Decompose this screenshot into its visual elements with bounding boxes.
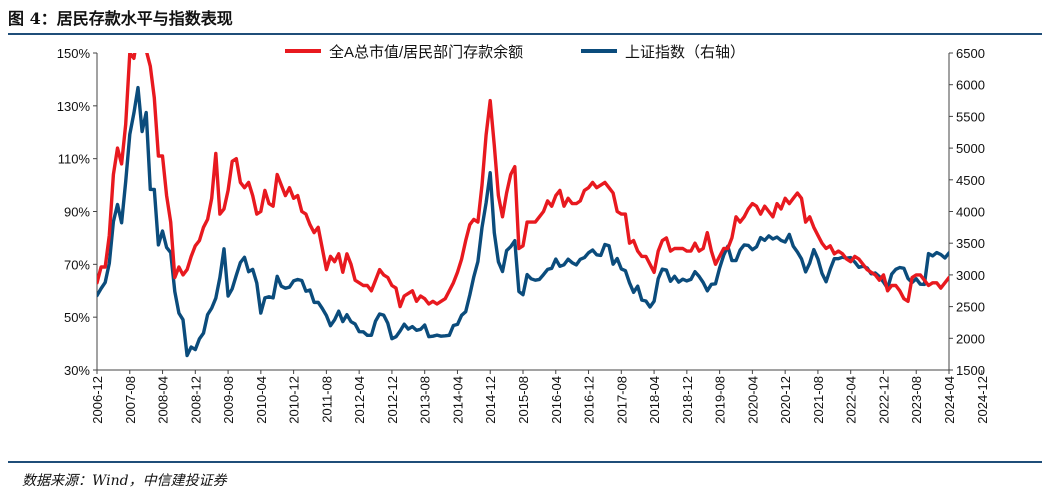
series-layer <box>97 53 949 358</box>
x-tick-label: 2008-12 <box>188 376 203 424</box>
right-tick-label: 1500 <box>956 363 985 378</box>
x-tick-label: 2019-08 <box>713 376 728 424</box>
chart-axes: 30% 50% 70% 90% 110% 130% 150% 1500 2000 2500 3000… <box>57 46 990 424</box>
top-rule <box>8 33 1042 35</box>
chart-legend: 全A总市值/居民部门存款余额 上证指数（右轴） <box>285 43 745 61</box>
x-tick-label: 2020-04 <box>745 376 760 424</box>
right-tick-label: 6000 <box>956 78 985 93</box>
right-tick-label: 3000 <box>956 268 985 283</box>
x-tick-label: 2020-12 <box>778 376 793 424</box>
x-tick-label: 2024-12 <box>975 376 990 424</box>
x-tick-label: 2015-08 <box>516 376 531 424</box>
x-tick-label: 2012-12 <box>385 376 400 424</box>
left-tick-label: 50% <box>64 310 90 325</box>
series-line-index <box>97 85 949 358</box>
left-tick-label: 90% <box>64 205 90 220</box>
x-tick-label: 2022-12 <box>876 376 891 424</box>
x-tick-label: 2014-12 <box>483 376 498 424</box>
right-tick-label: 4500 <box>956 173 985 188</box>
x-tick-label: 2018-04 <box>647 376 662 424</box>
x-tick-label: 2021-08 <box>811 376 826 424</box>
left-tick-label: 70% <box>64 257 90 272</box>
x-tick-label: 2011-08 <box>319 376 334 423</box>
right-tick-label: 3500 <box>956 236 985 251</box>
left-tick-label: 110% <box>58 152 91 167</box>
x-tick-label: 2010-12 <box>287 376 302 424</box>
right-tick-label: 4000 <box>956 205 985 220</box>
x-tick-label: 2013-08 <box>418 376 433 424</box>
right-tick-label: 5500 <box>956 109 985 124</box>
series-line-ratio <box>97 53 949 309</box>
x-tick-label: 2009-08 <box>221 376 236 424</box>
x-tick-label: 2024-04 <box>942 376 957 424</box>
figure-title: 图 4：居民存款水平与指数表现 <box>8 9 233 28</box>
x-tick-label: 2014-04 <box>450 376 465 424</box>
left-tick-label: 130% <box>57 99 91 114</box>
x-tick-label: 2010-04 <box>254 376 269 424</box>
legend-label-index: 上证指数（右轴） <box>625 44 745 61</box>
x-tick-label: 2008-04 <box>156 376 171 424</box>
x-tick-label: 2006-12 <box>90 376 105 424</box>
x-tick-label: 2016-12 <box>582 376 597 424</box>
left-tick-label: 150% <box>57 46 91 61</box>
left-tick-label: 30% <box>64 363 90 378</box>
x-tick-label: 2022-04 <box>844 376 859 424</box>
right-tick-label: 2500 <box>956 300 985 315</box>
right-tick-label: 5000 <box>956 141 985 156</box>
x-tick-label: 2016-04 <box>549 376 564 424</box>
x-tick-label: 2007-08 <box>123 376 138 424</box>
right-tick-label: 6500 <box>956 46 985 61</box>
right-tick-label: 2000 <box>956 331 985 346</box>
legend-label-ratio: 全A总市值/居民部门存款余额 <box>329 43 523 61</box>
x-tick-label: 2018-12 <box>680 376 695 424</box>
x-tick-label: 2023-08 <box>909 376 924 424</box>
bottom-rule <box>8 461 1042 463</box>
x-tick-label: 2012-04 <box>352 376 367 424</box>
source-note: 数据来源：Wind，中信建投证券 <box>22 473 227 489</box>
x-tick-label: 2017-08 <box>614 376 629 424</box>
